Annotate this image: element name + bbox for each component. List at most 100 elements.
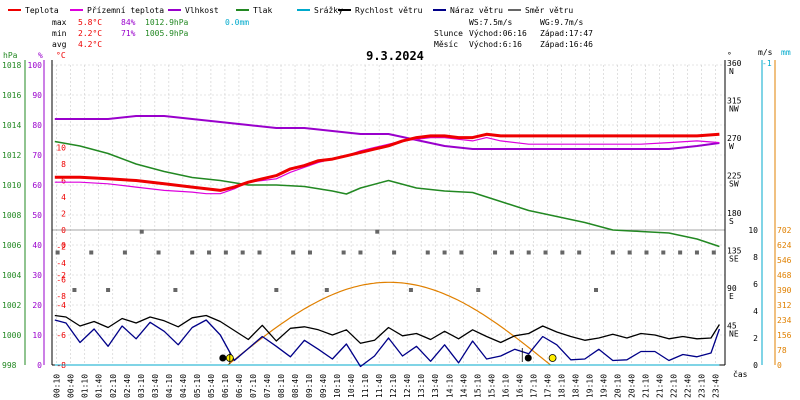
- x-tick-label: 00:40: [67, 374, 76, 398]
- celsius-tick: 10: [56, 144, 66, 153]
- stat-max-rain: 0.0mm: [225, 18, 249, 27]
- legend-label: Přízemní teplota: [87, 6, 164, 15]
- wm2-tick: 156: [777, 331, 792, 340]
- stats-block: max 5.8°C 84% 1012.9hPa 0.0mm min 2.2°C …: [52, 18, 593, 49]
- wm2-tick: 624: [777, 241, 792, 250]
- legend-label: Vlhkost: [185, 6, 219, 15]
- x-tick-label: 11:40: [375, 374, 384, 398]
- celsius-axis-label: °C: [56, 51, 66, 60]
- x-tick-label: 04:40: [179, 374, 188, 398]
- series-layer: [54, 115, 721, 368]
- direction-cardinal: NE: [729, 330, 739, 339]
- x-tick-label: 15:40: [487, 374, 496, 398]
- x-tick-label: 12:40: [403, 374, 412, 398]
- direction-point: [694, 250, 699, 255]
- moonset-time: Západ:16:46: [540, 40, 593, 49]
- x-tick-label: 17:10: [529, 374, 538, 398]
- x-tick-label: 00:10: [53, 374, 62, 398]
- x-tick-label: 05:10: [193, 374, 202, 398]
- direction-point: [425, 250, 430, 255]
- direction-point: [139, 229, 144, 234]
- direction-cardinal: NW: [729, 105, 739, 114]
- percent-tick: 80: [32, 121, 42, 130]
- x-tick-label: 08:40: [291, 374, 300, 398]
- wind-gust-summary: WG:9.7m/s: [540, 18, 584, 27]
- sunset-time: Západ:17:47: [540, 29, 593, 38]
- x-tick-label: 02:10: [109, 374, 118, 398]
- hpa-tick: 1008: [2, 211, 21, 220]
- wm2-tick: 234: [777, 316, 792, 325]
- x-tick-label: 17:40: [543, 374, 552, 398]
- celsius-tick: -4: [56, 259, 66, 268]
- moonrise-time: Východ:6:16: [469, 40, 522, 49]
- percent-tick: 60: [32, 181, 42, 190]
- direction-tick: 45: [727, 322, 737, 331]
- sunrise-time: Východ:06:16: [469, 29, 527, 38]
- direction-point: [55, 250, 60, 255]
- direction-point: [610, 250, 615, 255]
- ms-tick: 8: [753, 253, 758, 262]
- direction-point: [661, 250, 666, 255]
- direction-tick: 360: [727, 59, 742, 68]
- direction-tick: 90: [727, 284, 737, 293]
- legend-label: Rychlost větru: [355, 6, 423, 15]
- x-tick-label: 02:40: [123, 374, 132, 398]
- stat-min-label: min: [52, 29, 67, 38]
- celsius-tick: 8: [61, 160, 66, 169]
- direction-point: [493, 250, 498, 255]
- wm2-tick: 0: [777, 361, 782, 370]
- x-tick-label: 21:10: [642, 374, 651, 398]
- direction-cardinal: N: [729, 67, 734, 76]
- direction-point: [392, 250, 397, 255]
- direction-point: [560, 250, 565, 255]
- ms-tick: 6: [753, 280, 758, 289]
- moonset-marker: [524, 354, 532, 362]
- x-tick-label: 14:10: [445, 374, 454, 398]
- celsius-tick: 6: [61, 177, 66, 186]
- mm-axis-label: mm: [781, 48, 791, 57]
- axes: 00:10 00:40 01:10 01:40 02:10 02:40 03:10 03:40…: [2, 48, 792, 398]
- hpa-axis-label: hPa: [3, 51, 18, 60]
- celsius-tick: -6: [56, 276, 66, 285]
- x-tick-label: 03:10: [137, 374, 146, 398]
- legend-label: Teplota: [25, 6, 59, 15]
- pressure-line: [54, 140, 720, 248]
- wm2-tick: 390: [777, 286, 792, 295]
- solar-curve: [227, 281, 551, 366]
- x-tick-label: 23:10: [698, 374, 707, 398]
- percent-tick: 10: [32, 331, 42, 340]
- hpa-tick: 1010: [2, 181, 21, 190]
- direction-point: [122, 250, 127, 255]
- direction-point: [72, 288, 77, 292]
- direction-point: [594, 288, 599, 292]
- hpa-tick: 1018: [2, 61, 21, 70]
- direction-point: [678, 250, 683, 255]
- stat-max-temp: 5.8°C: [78, 18, 102, 27]
- celsius-tick: -8: [56, 292, 66, 301]
- stat-min-press: 1005.9hPa: [145, 29, 189, 38]
- x-tick-label: 18:40: [571, 374, 580, 398]
- direction-point: [408, 288, 413, 292]
- legend-label: Srážky: [314, 6, 343, 15]
- x-tick-label: 10:10: [333, 374, 342, 398]
- x-tick-label: 01:10: [81, 374, 90, 398]
- x-tick-label: 19:40: [599, 374, 608, 398]
- humidity-line: [54, 115, 720, 150]
- wm2-tick: 468: [777, 271, 792, 280]
- celsius-lower-tick: -2: [56, 271, 66, 280]
- direction-point: [223, 250, 228, 255]
- ms-tick: 0: [753, 361, 758, 370]
- x-axis-label: čas: [733, 369, 748, 379]
- wind-line: [54, 314, 720, 344]
- hpa-tick: 1014: [2, 121, 21, 130]
- direction-point: [341, 250, 346, 255]
- direction-tick: 135: [727, 247, 742, 256]
- chart-title: 9.3.2024: [366, 49, 424, 63]
- legend-label: Náraz větru: [450, 6, 503, 15]
- direction-point: [257, 250, 262, 255]
- x-tick-label: 07:40: [263, 374, 272, 398]
- x-tick-label: 15:10: [473, 374, 482, 398]
- direction-cardinal: W: [729, 142, 734, 151]
- x-tick-label: 22:10: [670, 374, 679, 398]
